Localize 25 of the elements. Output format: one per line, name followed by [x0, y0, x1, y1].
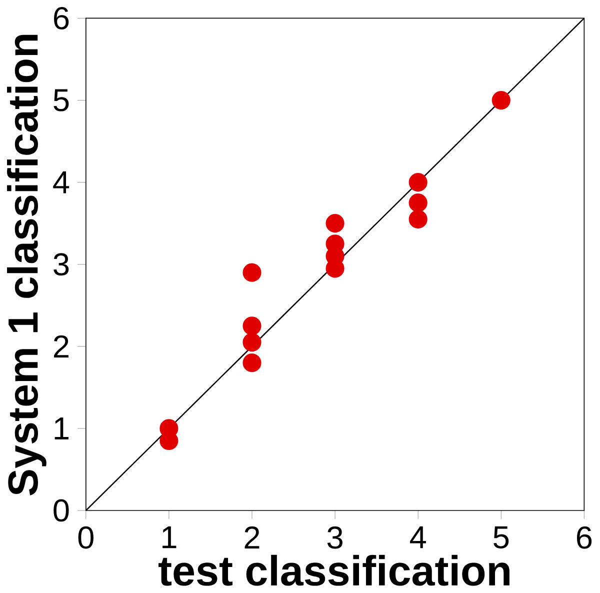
y-axis-title: System 1 classification: [7, 34, 46, 496]
y-tick-label: 2: [54, 335, 68, 358]
point: [408, 194, 428, 212]
point: [492, 91, 510, 110]
point: [242, 354, 262, 372]
point: [326, 214, 344, 233]
y-tick-label: 5: [54, 89, 69, 112]
x-tick-label: 6: [576, 526, 592, 549]
x-tick-label: 1: [162, 526, 176, 548]
y-tick-label: 3: [54, 253, 69, 276]
y-tick-label: 1: [54, 418, 68, 440]
point: [242, 263, 262, 282]
x-tick-label: 5: [494, 526, 509, 549]
y-tick-label: 4: [53, 171, 70, 194]
point: [408, 210, 428, 229]
point: [242, 333, 262, 352]
point: [408, 173, 428, 192]
x-tick-label: 2: [244, 526, 260, 549]
x-tick-label: 4: [410, 526, 426, 548]
point: [242, 316, 262, 336]
x-axis-title: test classification: [158, 554, 510, 586]
x-tick-label: 3: [327, 526, 342, 549]
x-tick-label: 0: [78, 526, 94, 549]
y-tick-label: 6: [54, 7, 69, 30]
y-tick-label: 0: [54, 499, 69, 522]
